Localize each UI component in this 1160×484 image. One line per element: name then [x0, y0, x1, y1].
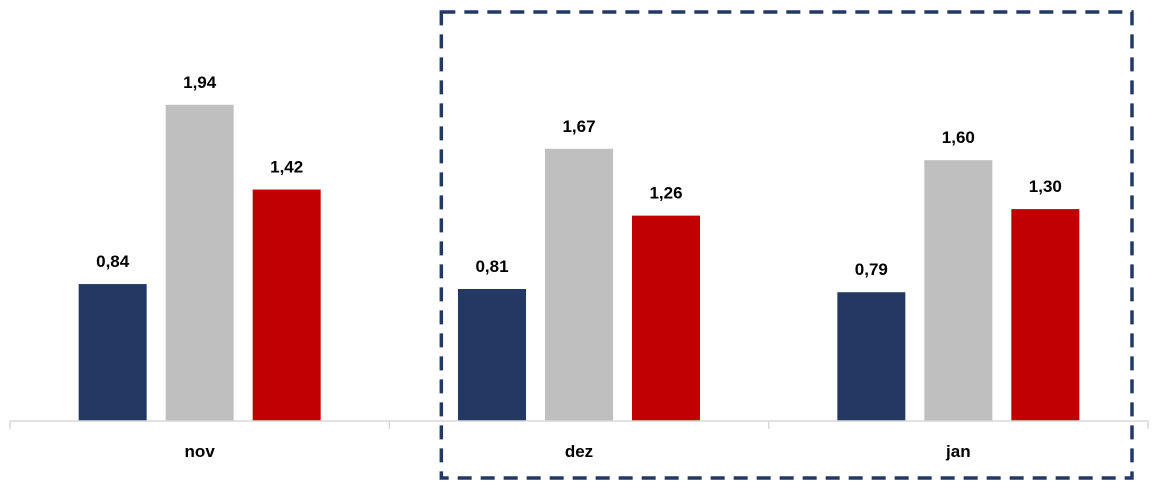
bar-nov-1 — [78, 284, 147, 421]
value-label-dez-2: 1,67 — [562, 117, 595, 136]
bar-jan-2 — [924, 160, 993, 421]
value-label-dez-3: 1,26 — [649, 184, 682, 203]
bar-dez-3 — [632, 215, 700, 421]
value-label-jan-1: 0,79 — [855, 260, 888, 279]
category-label-jan: jan — [945, 442, 971, 461]
value-label-nov-2: 1,94 — [183, 73, 217, 92]
x-axis-ticks — [9, 421, 1149, 429]
bar-nov-3 — [252, 189, 321, 421]
category-label-dez: dez — [565, 442, 593, 461]
value-label-dez-1: 0,81 — [475, 257, 508, 276]
value-labels-layer: 0,84 1,94 1,42 0,81 1,67 1,26 0,79 1,60 1,30 — [96, 73, 1062, 279]
bar-dez-2 — [545, 148, 613, 422]
category-labels-layer: nov dez jan — [185, 442, 971, 461]
bar-dez-1 — [458, 288, 526, 421]
bar-nov-2 — [165, 104, 234, 421]
value-label-nov-1: 0,84 — [96, 252, 130, 271]
highlight-dashed-box — [439, 10, 1134, 480]
bar-jan-3 — [1011, 209, 1080, 421]
bar-jan-1 — [837, 292, 906, 421]
value-label-jan-3: 1,30 — [1029, 177, 1062, 196]
value-label-nov-3: 1,42 — [270, 158, 303, 177]
value-label-jan-2: 1,60 — [942, 128, 975, 147]
category-label-nov: nov — [185, 442, 216, 461]
bars-layer — [78, 104, 1080, 422]
